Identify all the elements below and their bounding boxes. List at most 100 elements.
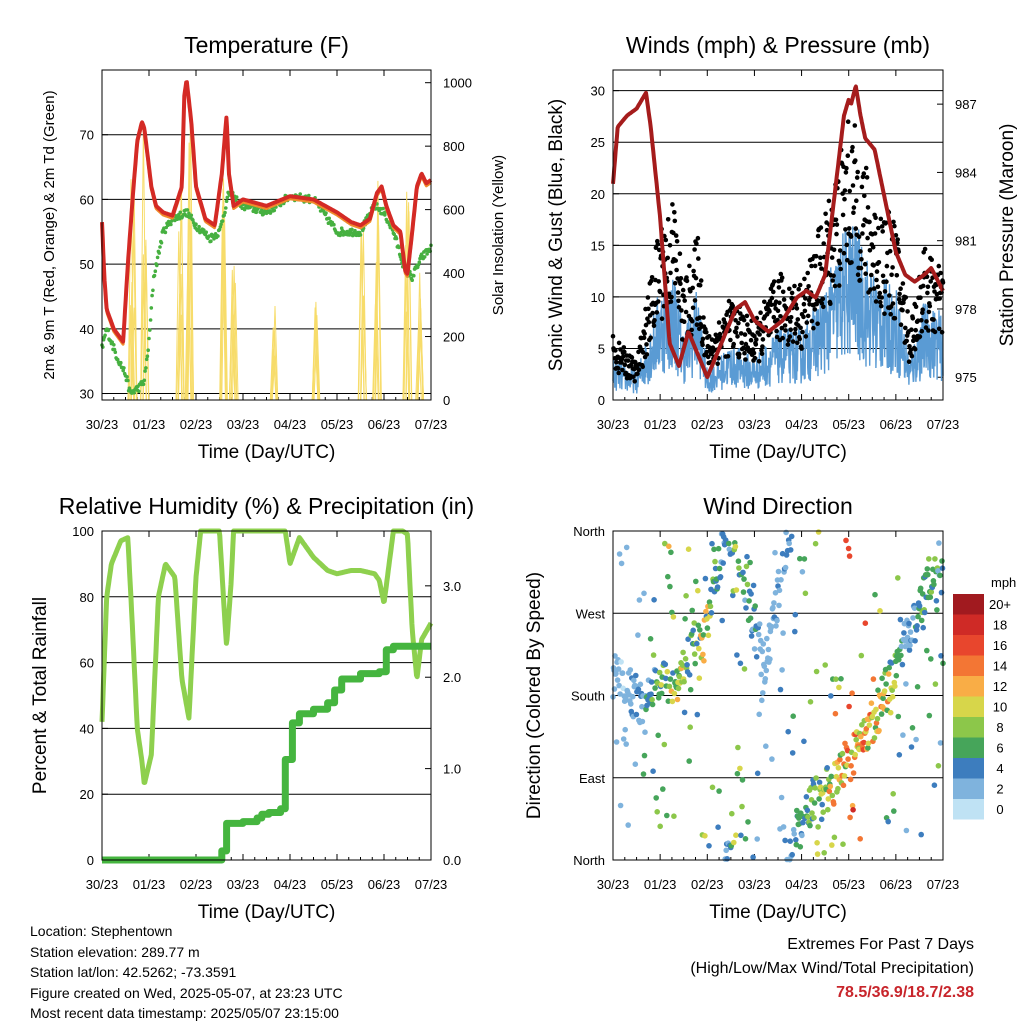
legend-swatch [953, 655, 984, 676]
gust-point [801, 314, 806, 320]
direction-point [891, 808, 897, 814]
x-tick-label: 02/23 [691, 877, 724, 892]
plot-border [101, 530, 432, 861]
legend-label: 20+ [989, 597, 1011, 612]
dewpoint-point [202, 228, 206, 232]
legend-label: 14 [993, 659, 1007, 674]
y2-tick-label: 0 [443, 393, 450, 408]
direction-point [847, 814, 853, 821]
gust-point [869, 272, 874, 278]
direction-point [632, 761, 639, 767]
direction-point [927, 594, 934, 600]
direction-point [869, 713, 876, 720]
direction-point [828, 693, 834, 699]
direction-point [913, 736, 919, 743]
gust-point [743, 341, 749, 347]
y2-tick-label: 1.0 [443, 762, 461, 777]
gust-point [858, 265, 864, 271]
direction-point [911, 605, 918, 611]
x-tick-label: 03/23 [227, 877, 260, 892]
direction-point [799, 569, 806, 575]
direction-point [786, 540, 792, 547]
direction-point [818, 816, 825, 823]
direction-point [650, 652, 657, 658]
gust-point [613, 348, 618, 353]
legend-label: 0 [996, 802, 1003, 817]
direction-point [755, 631, 762, 638]
gust-point [844, 165, 849, 171]
y-tick-label: 10 [591, 290, 605, 305]
gust-point [636, 367, 642, 373]
direction-point [892, 683, 898, 689]
gust-point [645, 295, 651, 300]
direction-point [870, 676, 877, 682]
x-tick-label: 04/23 [785, 877, 818, 892]
gust-point [733, 318, 738, 323]
dewpoint-point [327, 216, 332, 221]
direction-point [687, 724, 693, 730]
gust-point [644, 342, 649, 347]
dewpoint-point [278, 203, 283, 208]
direction-point [873, 706, 879, 713]
direction-point [928, 656, 934, 662]
direction-point [613, 670, 619, 677]
gust-point [937, 296, 942, 301]
direction-point [652, 685, 658, 691]
gust-point [858, 249, 863, 254]
direction-point [815, 529, 822, 535]
direction-point [859, 722, 865, 728]
gust-point [876, 225, 881, 231]
direction-point [775, 568, 782, 575]
gust-point [782, 323, 788, 328]
gust-point [771, 279, 777, 284]
gust-point [704, 330, 709, 335]
direction-point [664, 668, 671, 675]
gust-point [824, 227, 830, 233]
direction-point [849, 690, 855, 696]
legend-swatch [953, 696, 984, 717]
gust-point [678, 281, 683, 287]
direction-point [715, 545, 722, 552]
dewpoint-point [178, 210, 183, 215]
gust-point [863, 165, 869, 171]
direction-point [920, 624, 926, 631]
dewpoint-point [187, 211, 191, 216]
direction-point [895, 713, 902, 720]
direction-point [709, 540, 715, 547]
gust-point [753, 342, 759, 347]
dewpoint-point [152, 273, 157, 278]
direction-point [761, 663, 768, 670]
direction-point [836, 684, 842, 691]
direction-point [739, 803, 745, 810]
direction-point [763, 667, 770, 674]
direction-point [802, 590, 809, 597]
gust-point [676, 305, 682, 310]
y2-tick-label: 800 [443, 139, 465, 154]
gust-point [879, 295, 884, 300]
y2-tick-label: 3.0 [443, 579, 461, 594]
direction-point [865, 740, 872, 747]
direction-point [913, 627, 920, 633]
legend-label: 6 [996, 741, 1003, 756]
dewpoint-point [155, 255, 160, 260]
gust-point [912, 346, 918, 352]
direction-point [745, 819, 751, 825]
y2-tick-label: 200 [443, 330, 465, 345]
gust-point [616, 340, 622, 346]
y2-tick-label: 987 [955, 97, 977, 112]
gust-point [777, 300, 782, 306]
gust-point [815, 321, 820, 327]
direction-point [889, 687, 895, 693]
direction-point [694, 640, 700, 647]
x-tick-label: 07/23 [927, 877, 960, 892]
direction-point [921, 609, 928, 616]
x-tick-label: 30/23 [597, 877, 630, 892]
direction-point [754, 836, 760, 842]
direction-point [853, 736, 859, 743]
gust-point [892, 316, 898, 321]
direction-point [687, 686, 694, 693]
gust-point [788, 319, 793, 324]
y-tick-label: 60 [80, 192, 94, 207]
direction-point [680, 649, 686, 656]
